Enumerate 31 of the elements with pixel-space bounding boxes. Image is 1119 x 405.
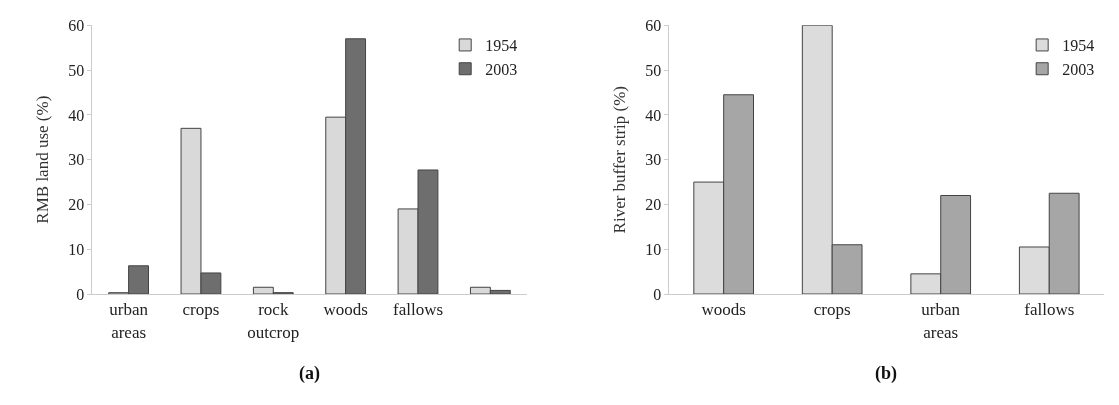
y-tick-label: 60	[68, 16, 85, 34]
y-tick-label: 0	[76, 285, 85, 303]
x-tick-label: urban areas	[921, 300, 961, 342]
x-tick-label: crops	[182, 300, 220, 320]
text: (b)	[875, 363, 897, 384]
y-tick-label: 20	[645, 196, 662, 214]
text: (a)	[299, 363, 320, 384]
y-axis-title: RMB land use (%)	[32, 95, 52, 224]
x-tick-label: woods	[701, 300, 746, 320]
y-tick-label: 10	[68, 240, 85, 258]
y-tick-label: 30	[645, 151, 662, 169]
y-axis-title: River buffer strip (%)	[609, 85, 629, 234]
legend-label: 2003	[1062, 60, 1095, 78]
y-tick-label: 40	[68, 106, 85, 124]
x-tick-label: crops	[813, 300, 851, 320]
y-tick-label: 50	[68, 61, 85, 79]
y-tick-label: 60	[645, 16, 662, 34]
x-tick-label: rock outcrop	[247, 300, 300, 342]
x-tick-label: woods	[323, 300, 368, 320]
x-tick-label: urban areas	[109, 300, 149, 342]
y-tick-label: 30	[68, 151, 85, 169]
y-tick-label: 50	[645, 61, 662, 79]
y-tick-label: 10	[645, 240, 662, 258]
x-tick-label: fallows	[1024, 300, 1075, 320]
x-tick-label: fallows	[392, 300, 444, 320]
legend-label: 1954	[485, 37, 518, 55]
legend-label: 2003	[485, 60, 518, 78]
legend-label: 1954	[1062, 37, 1095, 55]
y-tick-label: 20	[68, 196, 85, 214]
y-tick-label: 0	[653, 285, 662, 303]
y-tick-label: 40	[645, 106, 662, 124]
